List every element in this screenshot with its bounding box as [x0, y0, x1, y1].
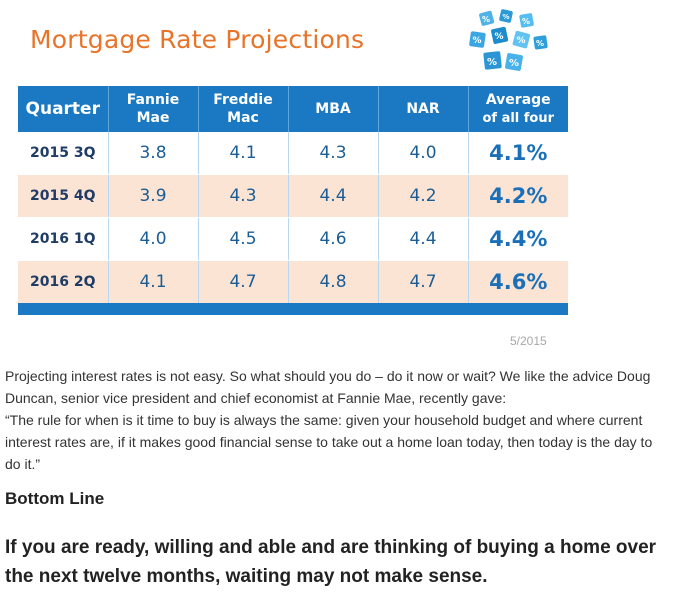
- rate-projection-table: Quarter Fannie Mae Freddie Mac MBA NAR Ave…: [18, 86, 568, 304]
- table-bottom-bar: [18, 303, 568, 315]
- cell-fannie-mae: 3.8: [107, 132, 198, 175]
- closing-statement: If you are ready, willing and able and a…: [5, 537, 657, 587]
- svg-text:%: %: [472, 36, 481, 46]
- cell-fannie-mae: 4.0: [107, 217, 198, 261]
- cell-nar: 4.0: [377, 132, 468, 175]
- cell-average: 4.6%: [467, 260, 568, 304]
- svg-text:%: %: [536, 39, 544, 48]
- cell-nar: 4.7: [377, 260, 468, 304]
- cell-fannie-mae: 4.1: [107, 260, 198, 304]
- date-note: 5/2015: [510, 334, 547, 348]
- rate-projections-figure: Mortgage Rate Projections % % % % % % % …: [18, 9, 568, 348]
- cell-nar: 4.4: [377, 217, 468, 261]
- cell-mba: 4.4: [287, 174, 378, 218]
- svg-text:%: %: [482, 15, 490, 24]
- cell-freddie-mac: 4.7: [197, 260, 288, 304]
- header-mba: MBA: [287, 86, 378, 132]
- cell-mba: 4.3: [287, 132, 378, 175]
- table-row: 2016 1Q 4.0 4.5 4.6 4.4 4.4%: [18, 217, 568, 261]
- header-quarter: Quarter: [18, 86, 108, 132]
- cell-mba: 4.8: [287, 260, 378, 304]
- cell-nar: 4.2: [377, 174, 468, 218]
- cell-fannie-mae: 3.9: [107, 174, 198, 218]
- cell-quarter: 2016 2Q: [18, 260, 108, 304]
- cell-quarter: 2015 4Q: [18, 174, 108, 218]
- table-row: 2016 2Q 4.1 4.7 4.8 4.7 4.6%: [18, 260, 568, 304]
- cell-freddie-mac: 4.5: [197, 217, 288, 261]
- table-header-row: Quarter Fannie Mae Freddie Mac MBA NAR Ave…: [18, 86, 568, 132]
- header-freddie-mac: Freddie Mac: [197, 86, 288, 132]
- cell-average: 4.2%: [467, 174, 568, 218]
- cell-average: 4.4%: [467, 217, 568, 261]
- quote-paragraph: “The rule for when is it time to buy is …: [5, 412, 653, 472]
- article-body: Projecting interest rates is not easy. S…: [5, 365, 669, 591]
- svg-text:%: %: [487, 57, 497, 68]
- cell-freddie-mac: 4.1: [197, 132, 288, 175]
- section-heading: Bottom Line: [5, 489, 105, 508]
- cell-freddie-mac: 4.3: [197, 174, 288, 218]
- header-fannie-mae: Fannie Mae: [107, 86, 198, 132]
- cell-quarter: 2016 1Q: [18, 217, 108, 261]
- cell-quarter: 2015 3Q: [18, 132, 108, 175]
- cell-mba: 4.6: [287, 217, 378, 261]
- header-nar: NAR: [377, 86, 468, 132]
- cell-average: 4.1%: [467, 132, 568, 175]
- percent-dice-icon: % % % % % % % % %: [469, 9, 548, 71]
- intro-paragraph: Projecting interest rates is not easy. S…: [5, 368, 651, 406]
- svg-text:%: %: [509, 58, 519, 69]
- svg-text:%: %: [494, 32, 503, 42]
- table-row: 2015 4Q 3.9 4.3 4.4 4.2 4.2%: [18, 174, 568, 218]
- svg-text:%: %: [522, 17, 530, 26]
- svg-text:%: %: [502, 13, 509, 21]
- header-average: Average of all four: [467, 86, 568, 132]
- figure-title: Mortgage Rate Projections: [30, 25, 365, 54]
- table-row: 2015 3Q 3.8 4.1 4.3 4.0 4.1%: [18, 132, 568, 175]
- svg-text:%: %: [516, 36, 525, 46]
